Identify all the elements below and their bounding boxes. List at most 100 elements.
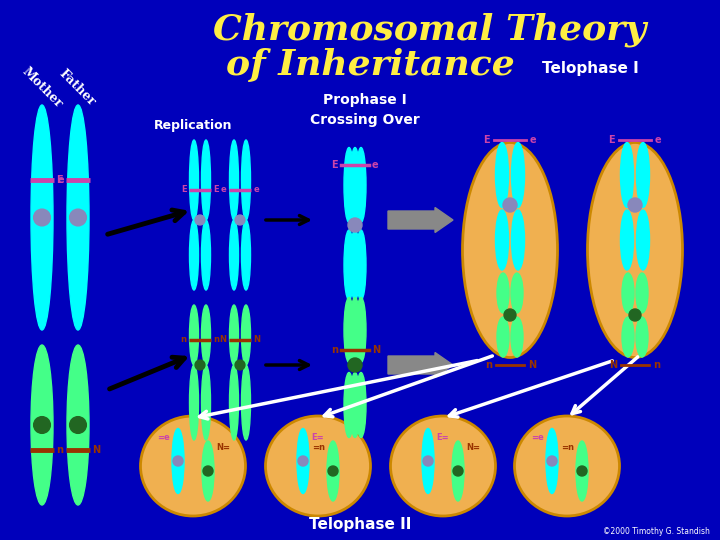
Ellipse shape (495, 210, 508, 270)
Ellipse shape (344, 298, 354, 362)
Text: n: n (56, 445, 63, 455)
Ellipse shape (189, 305, 199, 365)
Ellipse shape (356, 147, 366, 222)
Text: n: n (485, 360, 492, 370)
Text: e: e (221, 186, 227, 194)
Ellipse shape (546, 429, 558, 494)
Ellipse shape (344, 373, 354, 437)
Ellipse shape (241, 220, 251, 290)
FancyArrow shape (388, 207, 453, 233)
Ellipse shape (350, 230, 360, 300)
Circle shape (504, 309, 516, 321)
Ellipse shape (515, 416, 619, 516)
Ellipse shape (189, 365, 199, 440)
Circle shape (547, 456, 557, 466)
Ellipse shape (622, 317, 634, 357)
Text: Replication: Replication (154, 118, 233, 132)
Ellipse shape (497, 317, 509, 357)
Circle shape (34, 209, 50, 226)
Text: of Inheritance: of Inheritance (225, 48, 514, 82)
Ellipse shape (511, 317, 523, 357)
Circle shape (70, 417, 86, 434)
Ellipse shape (31, 105, 53, 330)
Circle shape (503, 198, 517, 212)
Circle shape (328, 466, 338, 476)
Text: N: N (253, 335, 261, 345)
Ellipse shape (356, 373, 366, 437)
Ellipse shape (588, 143, 683, 357)
Ellipse shape (511, 273, 523, 313)
Ellipse shape (636, 210, 649, 270)
Text: =e: =e (157, 434, 170, 442)
Ellipse shape (172, 429, 184, 494)
Text: N: N (609, 360, 617, 370)
Ellipse shape (297, 429, 309, 494)
Text: N: N (220, 335, 227, 345)
Text: Prophase I: Prophase I (323, 93, 407, 107)
Ellipse shape (266, 416, 371, 516)
Ellipse shape (511, 143, 524, 207)
Ellipse shape (495, 143, 508, 207)
Text: N: N (372, 345, 380, 355)
Circle shape (235, 215, 245, 225)
Ellipse shape (202, 220, 210, 290)
Ellipse shape (67, 105, 89, 330)
Ellipse shape (452, 441, 464, 501)
Ellipse shape (241, 365, 251, 440)
Ellipse shape (327, 441, 339, 501)
Ellipse shape (202, 140, 210, 220)
Text: n: n (331, 345, 338, 355)
Ellipse shape (511, 210, 524, 270)
Ellipse shape (636, 317, 648, 357)
Text: E: E (213, 186, 219, 194)
Ellipse shape (230, 220, 238, 290)
Text: e: e (372, 160, 379, 170)
Circle shape (34, 417, 50, 434)
Text: E: E (56, 175, 63, 185)
Text: Telophase I: Telophase I (541, 60, 639, 76)
Circle shape (195, 360, 205, 370)
Ellipse shape (350, 147, 360, 222)
Text: N=: N= (216, 443, 230, 453)
Ellipse shape (230, 365, 238, 440)
Ellipse shape (622, 273, 634, 313)
Text: E: E (331, 160, 338, 170)
Text: E=: E= (311, 434, 323, 442)
Circle shape (298, 456, 308, 466)
Ellipse shape (356, 298, 366, 362)
Ellipse shape (344, 230, 354, 300)
Ellipse shape (202, 441, 214, 501)
Text: E: E (608, 135, 615, 145)
Text: Crossing Over: Crossing Over (310, 113, 420, 127)
Ellipse shape (636, 143, 649, 207)
Text: Chromosomal Theory: Chromosomal Theory (213, 13, 647, 47)
Ellipse shape (350, 373, 360, 437)
Ellipse shape (189, 140, 199, 220)
Circle shape (235, 360, 245, 370)
Text: n: n (213, 335, 220, 345)
Text: e: e (530, 135, 536, 145)
Text: e: e (655, 135, 662, 145)
Text: =e: =e (531, 434, 544, 442)
Ellipse shape (462, 143, 557, 357)
Text: ©2000 Timothy G. Standish: ©2000 Timothy G. Standish (603, 528, 710, 537)
Ellipse shape (241, 305, 251, 365)
Circle shape (577, 466, 587, 476)
Ellipse shape (31, 345, 53, 505)
Circle shape (348, 358, 362, 372)
Circle shape (628, 198, 642, 212)
Circle shape (195, 215, 205, 225)
Circle shape (423, 456, 433, 466)
Ellipse shape (189, 220, 199, 290)
Ellipse shape (621, 210, 634, 270)
Circle shape (173, 456, 183, 466)
Ellipse shape (241, 140, 251, 220)
Text: N: N (528, 360, 536, 370)
Circle shape (203, 466, 213, 476)
Ellipse shape (202, 305, 210, 365)
Ellipse shape (230, 305, 238, 365)
Ellipse shape (422, 429, 434, 494)
Circle shape (348, 218, 362, 232)
Text: n: n (653, 360, 660, 370)
Text: E=: E= (436, 434, 449, 442)
